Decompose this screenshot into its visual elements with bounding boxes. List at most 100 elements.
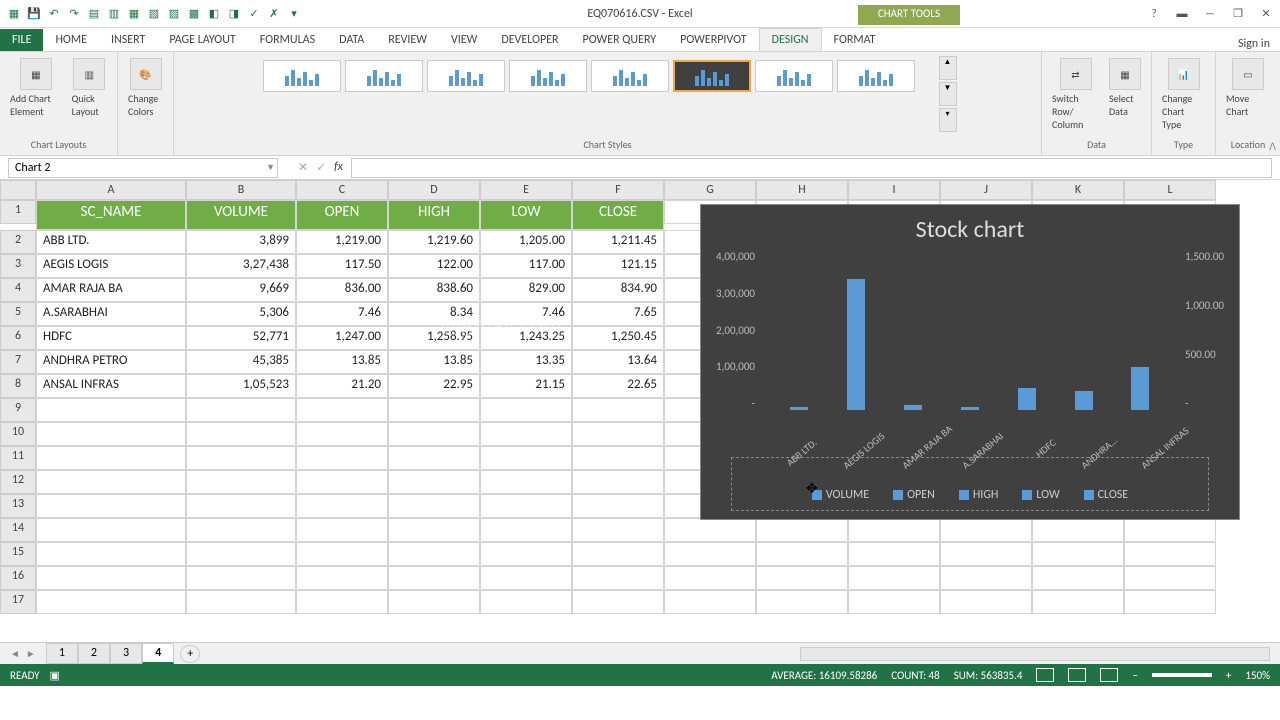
cell[interactable]: 45,385 bbox=[186, 350, 296, 374]
cell[interactable]: CLOSE bbox=[572, 200, 664, 230]
macro-record-icon[interactable]: ▣ bbox=[50, 669, 60, 682]
sign-in-link[interactable]: Sign in bbox=[1238, 37, 1270, 51]
horizontal-scrollbar[interactable] bbox=[800, 647, 1270, 661]
cell[interactable] bbox=[664, 518, 756, 542]
cell[interactable] bbox=[848, 542, 940, 566]
normal-view-icon[interactable] bbox=[1036, 668, 1054, 682]
qat-icon[interactable]: ▧ bbox=[146, 6, 162, 22]
cell[interactable] bbox=[1032, 590, 1124, 614]
cell[interactable]: 1,211.45 bbox=[572, 230, 664, 254]
qat-dropdown-icon[interactable]: ▾ bbox=[286, 6, 302, 22]
chart-style-thumb[interactable] bbox=[427, 60, 505, 92]
cell[interactable] bbox=[664, 542, 756, 566]
cell[interactable] bbox=[756, 590, 848, 614]
cell[interactable] bbox=[36, 590, 186, 614]
save-icon[interactable]: 💾 bbox=[26, 6, 42, 22]
zoom-out-icon[interactable]: − bbox=[1132, 669, 1137, 682]
cell[interactable] bbox=[572, 494, 664, 518]
chart-bar[interactable] bbox=[1131, 367, 1149, 410]
row-header[interactable]: 15 bbox=[0, 542, 36, 566]
help-icon[interactable]: ? bbox=[1140, 3, 1168, 25]
cell[interactable] bbox=[572, 566, 664, 590]
cell[interactable] bbox=[36, 542, 186, 566]
minimize-icon[interactable]: — bbox=[1196, 3, 1224, 25]
cell[interactable]: 7.46 bbox=[296, 302, 388, 326]
cell[interactable]: 1,05,523 bbox=[186, 374, 296, 398]
cell[interactable] bbox=[1032, 518, 1124, 542]
cell[interactable]: LOW bbox=[480, 200, 572, 230]
column-header[interactable]: L bbox=[1124, 180, 1216, 200]
cell[interactable]: 52,771 bbox=[186, 326, 296, 350]
quick-layout-button[interactable]: ▥ Quick Layout bbox=[70, 56, 109, 120]
chart-style-thumb[interactable] bbox=[345, 60, 423, 92]
chart-style-thumb[interactable] bbox=[591, 60, 669, 92]
cell[interactable]: ANSAL INFRAS bbox=[36, 374, 186, 398]
cell[interactable]: SC_NAME bbox=[36, 200, 186, 230]
cell[interactable] bbox=[848, 590, 940, 614]
cell[interactable]: AEGIS LOGIS bbox=[36, 254, 186, 278]
qat-icon[interactable]: ✓ bbox=[246, 6, 262, 22]
page-break-view-icon[interactable] bbox=[1100, 668, 1118, 682]
cell[interactable] bbox=[36, 518, 186, 542]
cell[interactable] bbox=[664, 590, 756, 614]
tab-format[interactable]: FORMAT bbox=[822, 29, 888, 51]
cell[interactable]: 1,247.00 bbox=[296, 326, 388, 350]
qat-icon[interactable]: ▩ bbox=[186, 6, 202, 22]
cell[interactable]: ANDHRA PETRO bbox=[36, 350, 186, 374]
tab-file[interactable]: FILE bbox=[0, 29, 43, 51]
ribbon-options-icon[interactable]: ▬ bbox=[1168, 3, 1196, 25]
formula-input[interactable] bbox=[351, 158, 1272, 178]
row-header[interactable]: 5 bbox=[0, 302, 36, 326]
cell[interactable] bbox=[572, 518, 664, 542]
cell[interactable] bbox=[480, 398, 572, 422]
legend-item[interactable]: HIGH bbox=[959, 488, 999, 502]
legend-item[interactable]: VOLUME bbox=[812, 488, 869, 502]
cell[interactable]: 117.00 bbox=[480, 254, 572, 278]
cell[interactable]: 22.65 bbox=[572, 374, 664, 398]
tab-formulas[interactable]: FORMULAS bbox=[248, 29, 327, 51]
cell[interactable]: 3,27,438 bbox=[186, 254, 296, 278]
row-header[interactable]: 13 bbox=[0, 494, 36, 518]
cell[interactable] bbox=[480, 542, 572, 566]
gallery-up-icon[interactable]: ▲ bbox=[939, 56, 957, 80]
cell[interactable] bbox=[388, 494, 480, 518]
column-header[interactable]: B bbox=[186, 180, 296, 200]
cell[interactable] bbox=[296, 566, 388, 590]
cell[interactable] bbox=[388, 470, 480, 494]
cancel-formula-icon[interactable]: ✕ bbox=[298, 160, 308, 175]
cell[interactable] bbox=[388, 590, 480, 614]
cell[interactable] bbox=[480, 446, 572, 470]
cell[interactable]: OPEN bbox=[296, 200, 388, 230]
cell[interactable] bbox=[296, 590, 388, 614]
cell[interactable] bbox=[388, 566, 480, 590]
chart-x-axis[interactable]: ABB LTD.AEGIS LOGISAMAR RAJA BAA.SARABHA… bbox=[701, 410, 1239, 449]
cell[interactable]: 5,306 bbox=[186, 302, 296, 326]
cell[interactable]: 121.15 bbox=[572, 254, 664, 278]
cell[interactable]: 1,250.45 bbox=[572, 326, 664, 350]
column-header[interactable]: E bbox=[480, 180, 572, 200]
cell[interactable]: 13.35 bbox=[480, 350, 572, 374]
cell[interactable] bbox=[186, 542, 296, 566]
cell[interactable]: A.SARABHAI bbox=[36, 302, 186, 326]
cell[interactable] bbox=[186, 470, 296, 494]
sheet-tab[interactable]: 1 bbox=[46, 643, 78, 664]
cell[interactable] bbox=[848, 566, 940, 590]
row-header[interactable]: 6 bbox=[0, 326, 36, 350]
zoom-in-icon[interactable]: + bbox=[1226, 669, 1231, 682]
cell[interactable]: 7.46 bbox=[480, 302, 572, 326]
cell[interactable] bbox=[36, 494, 186, 518]
add-sheet-button[interactable]: + bbox=[180, 645, 200, 663]
column-header[interactable]: G bbox=[664, 180, 756, 200]
page-layout-view-icon[interactable] bbox=[1068, 668, 1086, 682]
cell[interactable] bbox=[1032, 566, 1124, 590]
cell[interactable] bbox=[480, 518, 572, 542]
cell[interactable]: 22.95 bbox=[388, 374, 480, 398]
row-header[interactable]: 2 bbox=[0, 230, 36, 254]
cell[interactable] bbox=[480, 494, 572, 518]
cell[interactable] bbox=[480, 470, 572, 494]
cell[interactable] bbox=[572, 446, 664, 470]
row-header[interactable]: 1 bbox=[0, 200, 36, 224]
column-header[interactable]: C bbox=[296, 180, 388, 200]
tab-view[interactable]: VIEW bbox=[439, 29, 489, 51]
cell[interactable]: ABB LTD. bbox=[36, 230, 186, 254]
